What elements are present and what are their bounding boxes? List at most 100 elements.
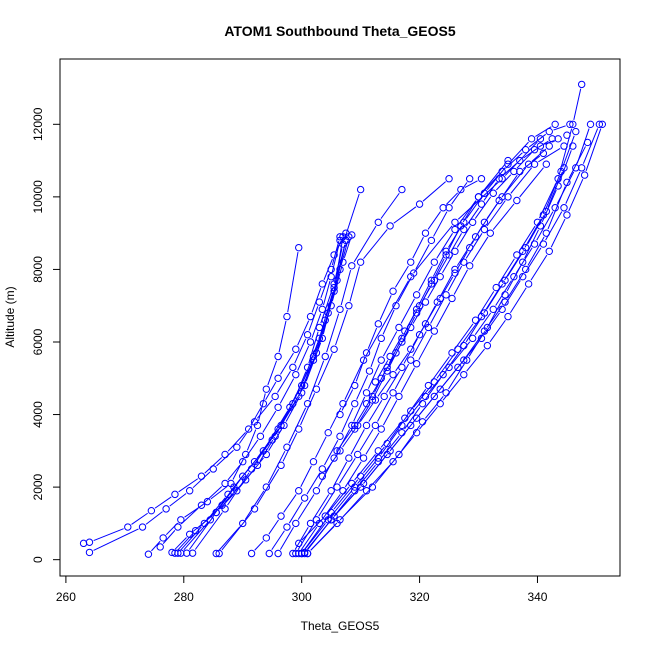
series-30	[362, 135, 556, 408]
series-line-segment	[151, 540, 161, 552]
series-line-segment	[232, 458, 245, 480]
series-line-segment	[498, 258, 515, 285]
series-line-segment	[274, 399, 297, 437]
series-line-segment	[283, 494, 297, 513]
series-line-segment	[406, 309, 418, 328]
data-point	[415, 200, 424, 208]
series-line-segment	[334, 244, 346, 284]
data-point	[583, 138, 592, 147]
series-line-segment	[279, 389, 300, 426]
x-tick-label: 320	[410, 590, 430, 604]
data-point	[362, 487, 371, 495]
data-point	[292, 549, 300, 558]
data-point	[598, 120, 607, 129]
data-point	[259, 447, 268, 455]
data-point	[359, 454, 368, 462]
data-point	[292, 345, 300, 353]
data-point	[513, 196, 521, 205]
series-line-segment	[227, 464, 241, 481]
series-line-segment	[294, 338, 307, 364]
series-line-segment	[544, 140, 555, 145]
data-point	[250, 505, 259, 513]
data-point	[516, 156, 524, 165]
data-point	[477, 200, 486, 208]
data-point	[359, 356, 368, 364]
data-point	[566, 120, 574, 129]
data-point	[177, 549, 185, 557]
series-line-segment	[442, 363, 462, 386]
data-point	[312, 487, 321, 495]
data-point	[563, 178, 571, 187]
series-line-segment	[248, 457, 264, 477]
series-line-segment	[267, 450, 286, 484]
data-point	[365, 367, 374, 375]
data-point	[327, 265, 335, 274]
data-point	[486, 229, 495, 237]
data-point	[504, 193, 512, 201]
series-21	[303, 120, 607, 558]
series-line-segment	[267, 360, 278, 386]
series-line-segment	[391, 334, 404, 353]
series-line-segment	[218, 479, 241, 510]
data-point	[239, 472, 247, 480]
data-point	[212, 508, 220, 517]
series-line-segment	[145, 511, 163, 525]
data-point	[483, 323, 492, 332]
data-point	[572, 127, 580, 136]
data-point	[306, 338, 315, 346]
series-line-segment	[365, 280, 409, 357]
series-line-segment	[254, 540, 264, 551]
series-line-segment	[306, 472, 321, 495]
series-line-segment	[510, 167, 533, 194]
data-point	[315, 334, 324, 343]
data-point	[524, 160, 533, 168]
series-line-segment	[192, 471, 211, 489]
plot-frame	[59, 58, 621, 577]
data-point	[348, 231, 356, 239]
data-point	[309, 356, 318, 364]
series-line-segment	[377, 378, 391, 397]
data-point	[339, 258, 347, 266]
series-line-segment	[506, 265, 522, 292]
data-point	[318, 465, 327, 473]
series-line-segment	[367, 327, 378, 349]
data-point	[345, 454, 353, 462]
data-point	[510, 167, 518, 176]
series-line-segment	[397, 276, 412, 302]
series-line-segment	[250, 407, 262, 426]
data-point	[536, 142, 545, 150]
data-point	[530, 160, 539, 168]
series-line-segment	[300, 465, 312, 487]
data-point	[300, 494, 309, 502]
series-line-segment	[307, 519, 332, 550]
data-point	[303, 331, 312, 339]
data-point	[445, 204, 453, 212]
series-line-segment	[510, 141, 529, 162]
series-line-segment	[280, 352, 294, 375]
series-line-segment	[169, 493, 187, 507]
data-point	[442, 389, 450, 397]
series-line-segment	[184, 503, 204, 518]
series-line-segment	[419, 406, 438, 430]
series-line-segment	[400, 298, 415, 324]
series-line-segment	[518, 225, 536, 252]
data-point	[336, 233, 344, 241]
data-point	[386, 352, 394, 361]
series-line-segment	[333, 479, 359, 510]
series-line-segment	[507, 251, 524, 277]
series-line-segment	[413, 385, 432, 408]
data-point	[436, 294, 444, 303]
series-line-segment	[336, 486, 361, 514]
data-point	[327, 302, 335, 310]
data-point	[460, 341, 468, 350]
series-line-segment	[523, 155, 541, 170]
series-line-segment	[344, 363, 363, 400]
series-line-segment	[258, 393, 266, 422]
data-point	[215, 549, 223, 558]
series-line-segment	[418, 334, 433, 361]
data-point	[183, 549, 191, 557]
series-line-segment	[278, 320, 287, 353]
data-point	[427, 276, 436, 285]
series-line-segment	[357, 464, 376, 488]
series-line-segment	[492, 203, 515, 230]
